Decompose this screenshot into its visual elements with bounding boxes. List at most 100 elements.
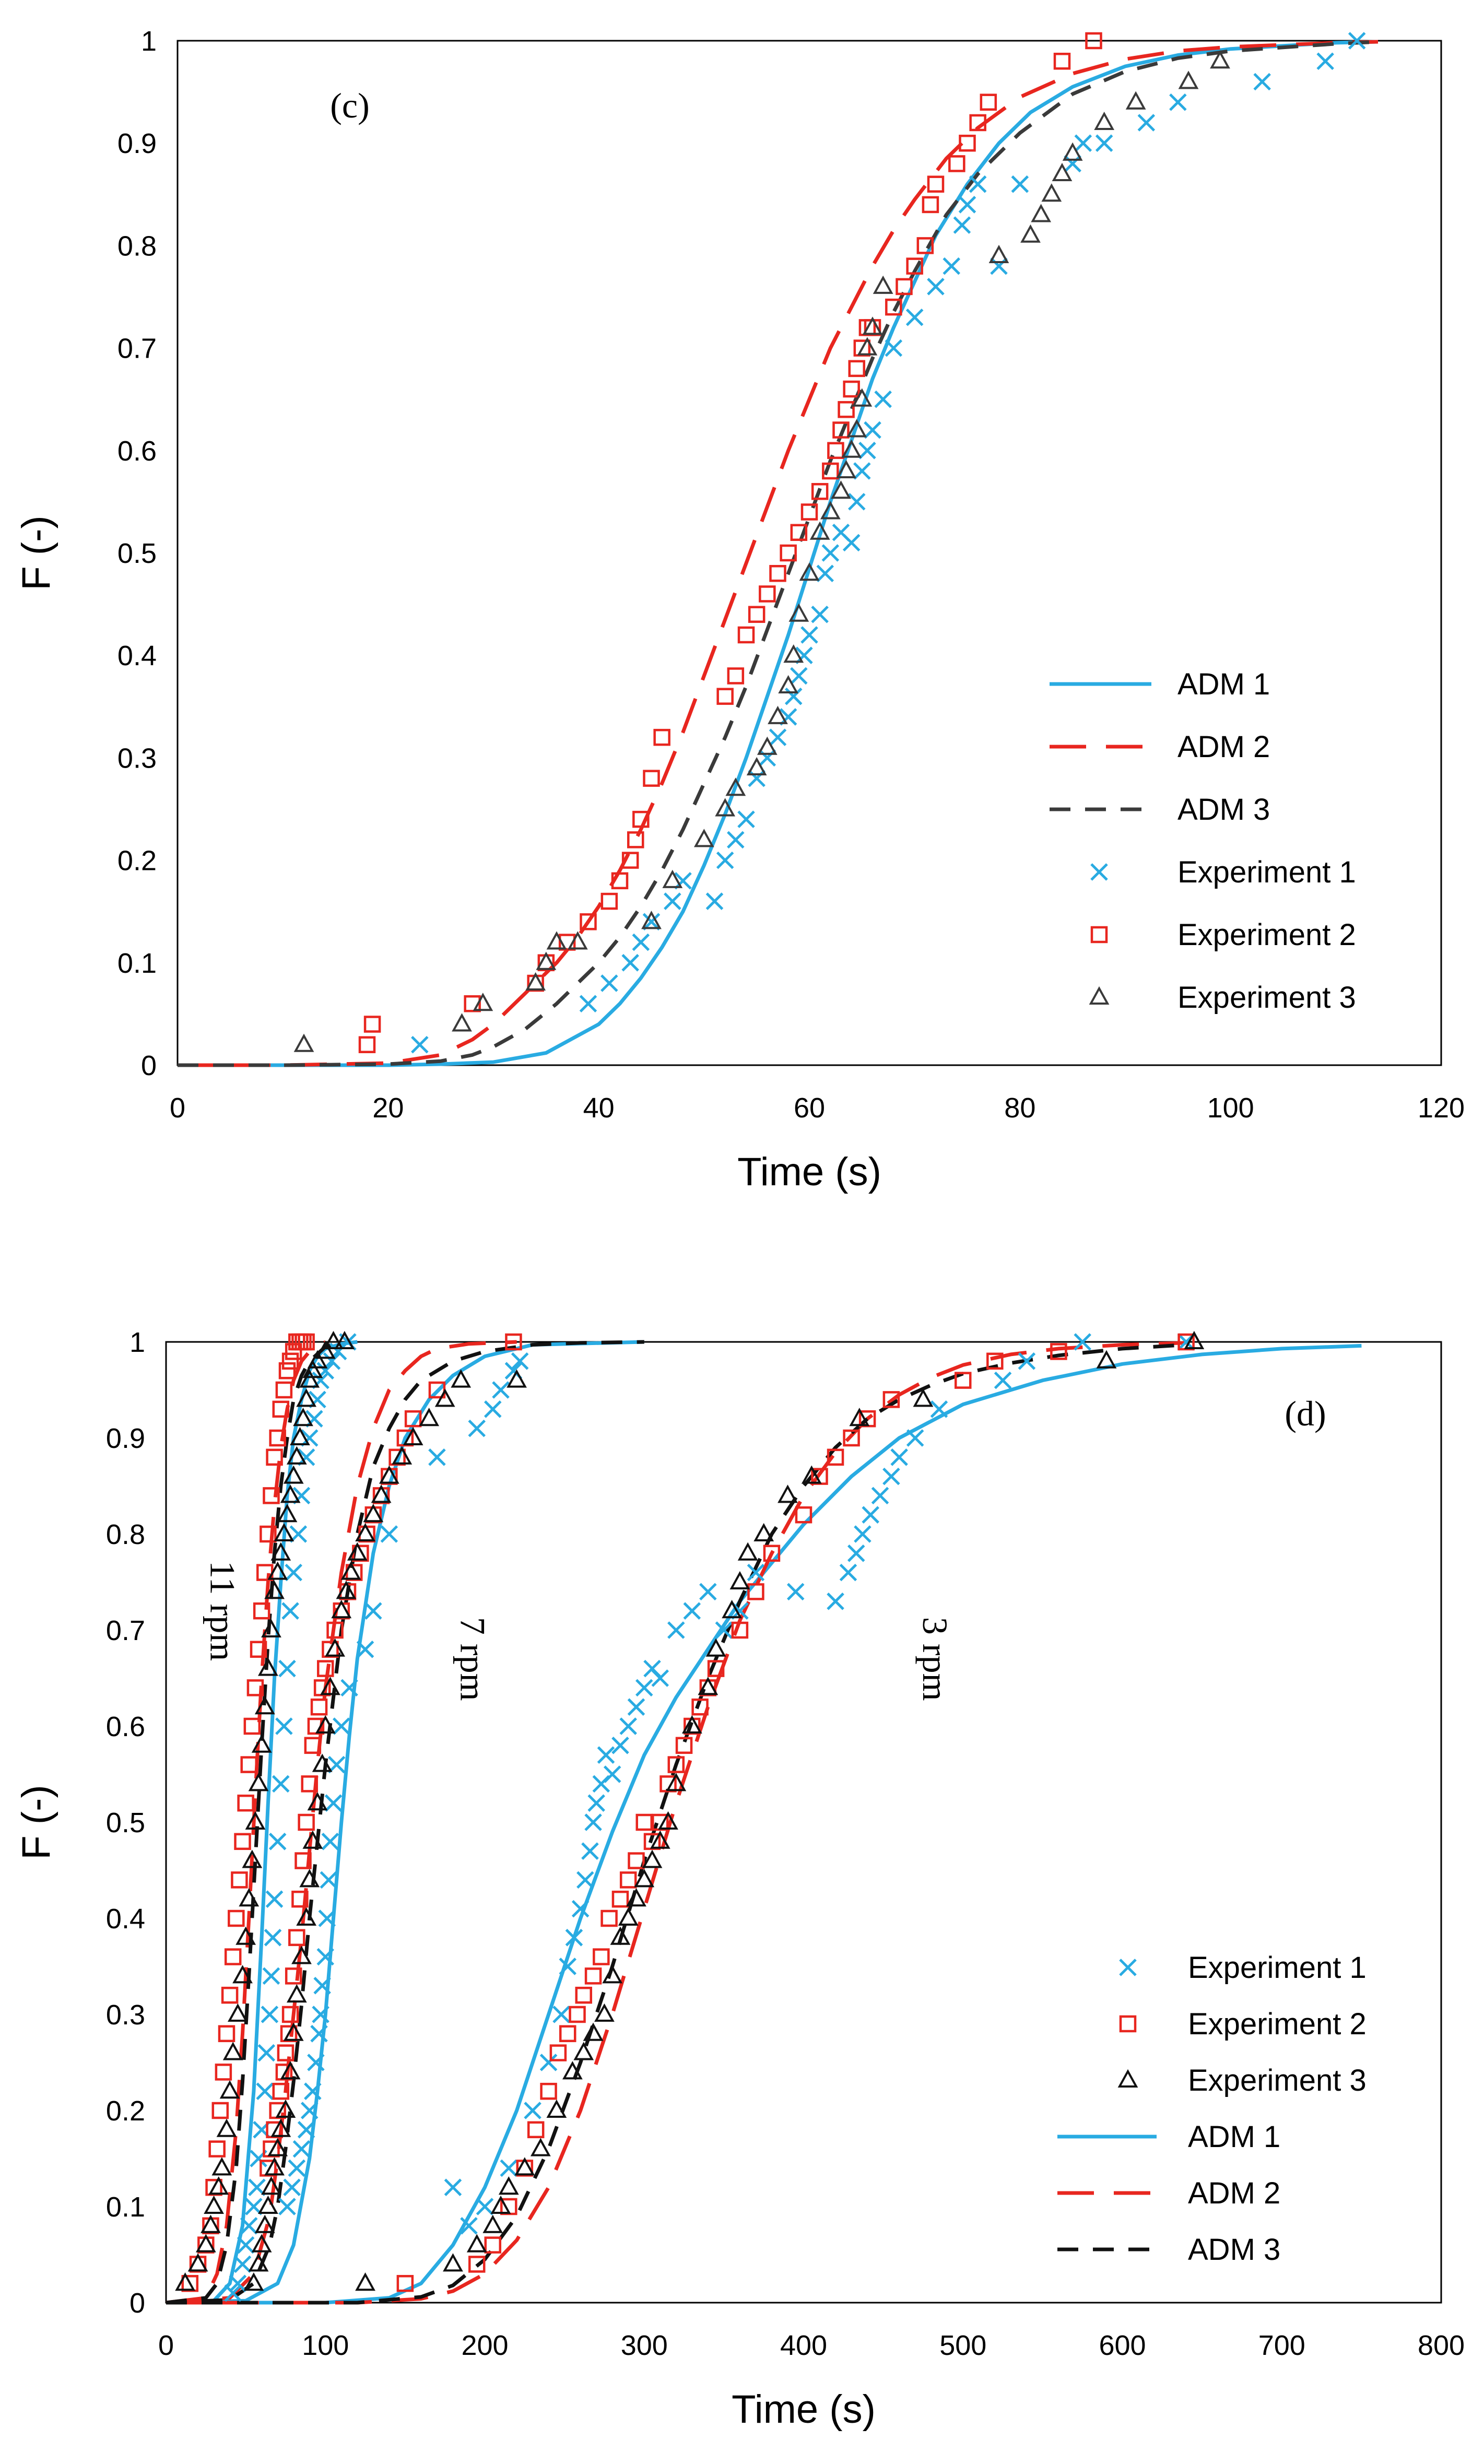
data-point (611, 872, 629, 890)
data-point (301, 1775, 318, 1793)
data-point (831, 480, 851, 499)
data-point (312, 1753, 333, 1772)
y-tick-label: 0.4 (117, 640, 157, 671)
data-point (948, 155, 965, 172)
data-point (380, 1525, 398, 1543)
data-point (283, 1465, 304, 1484)
data-point (746, 757, 767, 776)
data-point (257, 1657, 278, 1676)
y-tick-label: 0.4 (106, 1903, 145, 1935)
data-point (600, 974, 618, 992)
data-point (281, 1352, 299, 1370)
data-point (307, 2054, 325, 2071)
data-point (283, 2022, 304, 2041)
data-point (896, 278, 913, 296)
x-tick-label: 120 (1418, 1092, 1465, 1124)
data-point (237, 1794, 254, 1812)
data-point (211, 2157, 232, 2176)
legend-swatch (1089, 986, 1110, 1005)
data-point (849, 1408, 870, 1426)
y-tick-label: 0.7 (117, 333, 157, 364)
legend-label: ADM 2 (1177, 730, 1270, 764)
data-point (285, 1967, 302, 1985)
data-point (1011, 175, 1029, 193)
data-point (222, 2042, 243, 2060)
data-point (1031, 204, 1052, 222)
data-point (288, 2159, 306, 2177)
plot-frame (165, 1341, 1442, 2304)
data-point (1062, 142, 1083, 161)
data-point (403, 1426, 423, 1445)
x-axis-title: Time (s) (737, 1150, 881, 1194)
data-point (681, 1715, 702, 1734)
data-point (716, 688, 734, 705)
data-point (307, 1792, 328, 1811)
data-point (300, 2102, 319, 2119)
data-point (260, 1525, 277, 1543)
data-point (292, 2140, 311, 2158)
x-tick-label: 60 (794, 1092, 825, 1124)
data-point (1041, 183, 1062, 202)
data-point (619, 1871, 637, 1889)
data-point (759, 585, 776, 603)
data-point (245, 2198, 263, 2215)
data-point (254, 1696, 275, 1715)
data-point (610, 1926, 631, 1945)
data-point (758, 749, 776, 767)
data-point (321, 1833, 339, 1850)
data-point (392, 1446, 413, 1465)
x-tick-label: 300 (621, 2330, 668, 2361)
data-point (274, 1523, 295, 1541)
data-point (955, 1372, 972, 1389)
data-point (277, 1504, 298, 1523)
data-point (603, 1765, 621, 1783)
data-point (1348, 32, 1366, 50)
data-point (443, 2253, 463, 2272)
data-point (326, 1621, 344, 1639)
data-point (208, 2140, 226, 2158)
data-point (843, 380, 860, 398)
data-point (1184, 1330, 1205, 1349)
data-point (428, 1448, 446, 1466)
data-point (922, 196, 939, 214)
data-point (269, 1429, 286, 1447)
y-tick-label: 0.1 (106, 2191, 145, 2223)
data-point (290, 1426, 310, 1445)
data-point (906, 1429, 924, 1447)
data-point (275, 1717, 293, 1735)
data-point (291, 1946, 312, 1964)
data-point (846, 419, 867, 438)
data-point (853, 462, 871, 480)
data-point (675, 1737, 693, 1754)
data-point (780, 544, 797, 562)
data-point (379, 1465, 399, 1484)
data-point (242, 1849, 263, 1868)
y-tick-label: 0.6 (106, 1711, 145, 1742)
data-point (801, 1465, 822, 1484)
data-point (571, 1900, 590, 1918)
data-point (315, 1340, 336, 1359)
data-point (317, 1660, 334, 1677)
data-point (1053, 52, 1071, 70)
data-point (264, 1581, 285, 1599)
y-tick-label: 0.3 (117, 742, 157, 774)
data-point (434, 1388, 455, 1407)
legend-label: ADM 1 (1188, 2120, 1280, 2154)
data-point (705, 1638, 726, 1657)
data-point (340, 1561, 361, 1580)
data-point (507, 1369, 527, 1388)
x-axis-title: Time (s) (732, 2387, 876, 2432)
data-point (257, 2195, 278, 2214)
data-point (492, 1381, 510, 1399)
x-tick-label: 100 (1207, 1092, 1254, 1124)
data-point (811, 605, 829, 623)
x-tick-label: 80 (1004, 1092, 1035, 1124)
data-point (716, 851, 734, 869)
data-point (666, 1773, 687, 1791)
data-point (281, 2006, 299, 2023)
data-point (318, 1909, 336, 1927)
data-point (731, 1621, 749, 1639)
data-point (419, 1408, 440, 1426)
data-point (628, 1852, 645, 1869)
